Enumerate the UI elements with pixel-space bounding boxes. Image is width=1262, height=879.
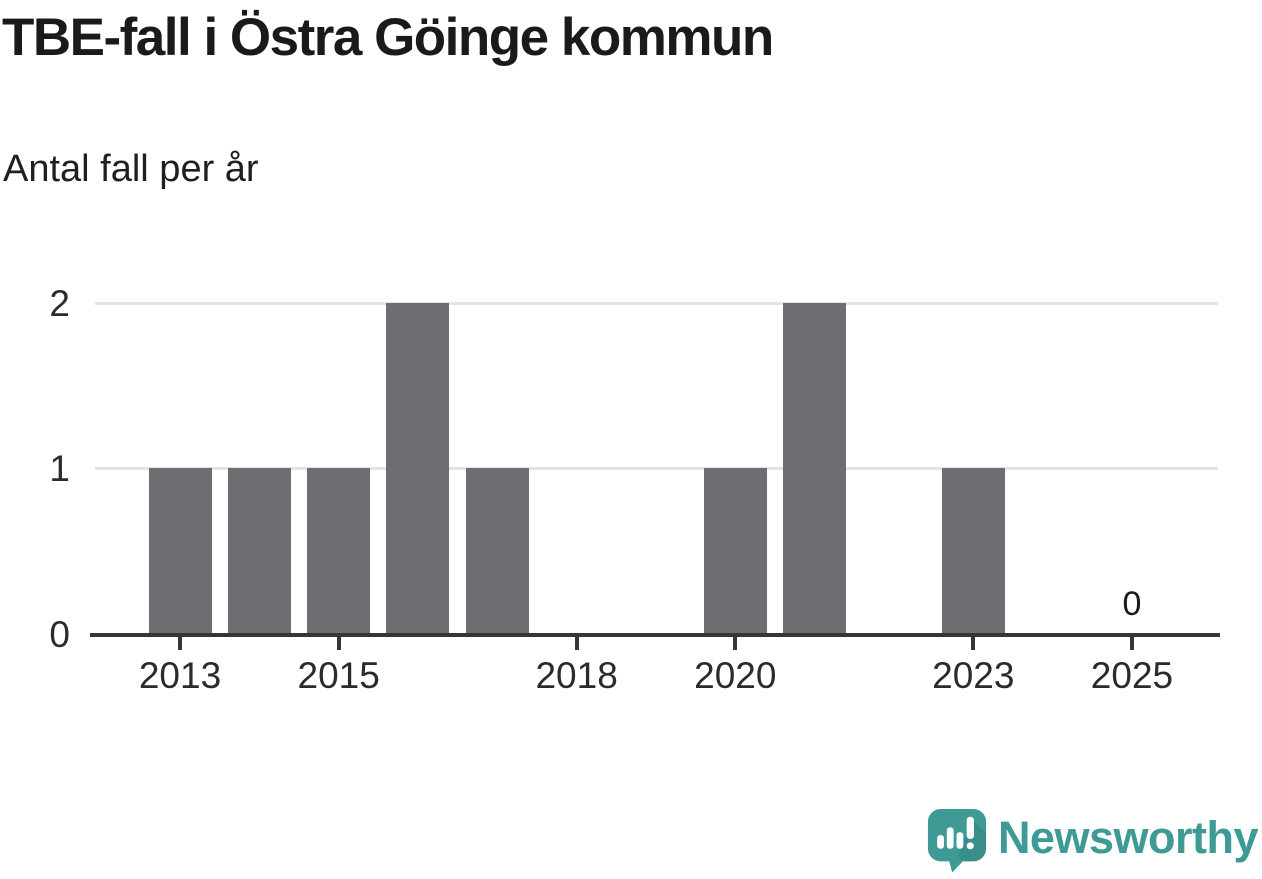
x-axis-tick-2013 [178, 637, 182, 650]
value-label-2025: 0 [1122, 585, 1142, 623]
bar-2015 [307, 468, 371, 633]
newsworthy-speech-bubble-chart-icon [927, 809, 986, 873]
bar-2014 [227, 468, 291, 633]
x-axis-label-2015: 2015 [297, 655, 380, 696]
bar-2020 [703, 468, 767, 633]
x-axis-tick-2025 [1129, 637, 1134, 650]
x-axis-label-2025: 2025 [1090, 655, 1174, 696]
chart-subtitle: Antal fall per år [3, 148, 259, 190]
x-axis-label-2023: 2023 [932, 655, 1015, 696]
bar-2023 [941, 468, 1005, 633]
newsworthy-wordmark: Newsworthy [997, 811, 1259, 863]
x-axis-line [90, 633, 1220, 637]
x-axis-tick-2018 [574, 637, 579, 650]
newsworthy-logo: Newsworthy [926, 807, 1259, 873]
y-axis-label-2: 2 [49, 283, 70, 324]
x-axis-label-2020: 2020 [694, 655, 777, 696]
bar-2017 [465, 468, 529, 633]
bar-2013 [148, 468, 212, 633]
x-axis-label-2018: 2018 [535, 655, 618, 696]
x-axis-tick-2020 [733, 637, 738, 650]
gridline-y-1 [95, 467, 1218, 470]
x-axis-tick-2015 [336, 637, 341, 650]
y-axis-label-0: 0 [49, 614, 70, 655]
gridline-y-2 [95, 302, 1218, 305]
bar-2016 [386, 303, 450, 633]
x-axis-tick-2023 [971, 637, 976, 650]
chart-title: TBE-fall i Östra Göinge kommun [2, 8, 774, 67]
y-axis-label-1: 1 [49, 448, 70, 489]
bar-2021 [783, 303, 847, 633]
x-axis-label-2013: 2013 [138, 655, 222, 696]
